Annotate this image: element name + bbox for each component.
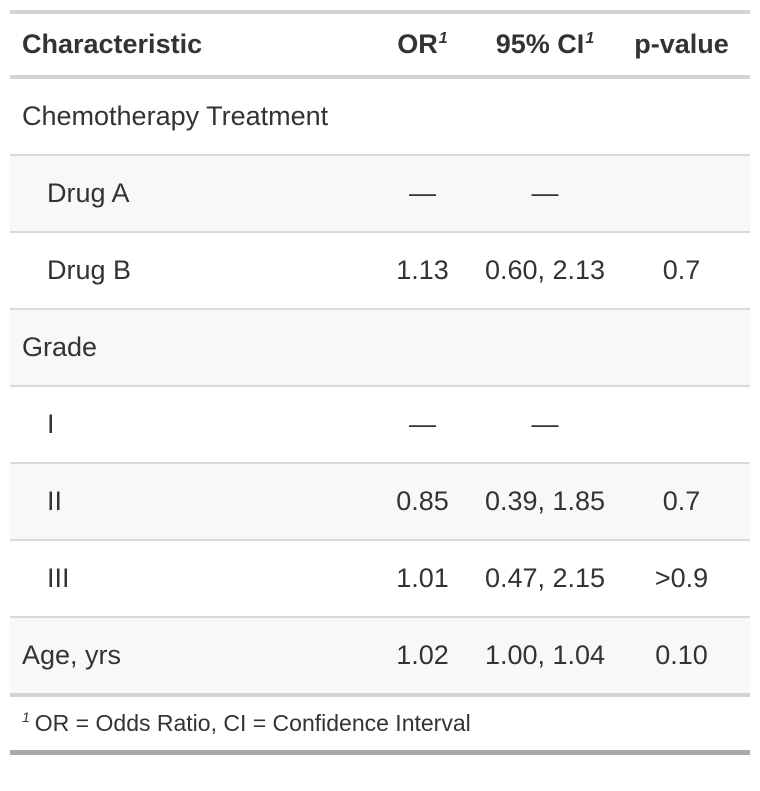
column-header-label: 95% CI	[495, 29, 585, 59]
column-header-label: OR	[397, 29, 438, 59]
or-value: 0.85	[396, 486, 449, 516]
or-value: —	[409, 178, 436, 208]
ci-value: —	[531, 409, 559, 439]
column-header-ci: 95% CI1	[465, 10, 625, 79]
row-label: Drug A	[47, 178, 130, 208]
ci-value	[465, 309, 625, 386]
row-label: Age, yrs	[22, 640, 122, 670]
ci-value: 0.47, 2.15	[484, 563, 606, 593]
ci-value: 0.39, 1.85	[484, 486, 606, 516]
regression-table-container: Characteristic OR1 95% CI1 p-value Chemo…	[10, 10, 750, 755]
table-row-grade-iii: III 1.01 0.47, 2.15 >0.9	[10, 540, 750, 617]
row-label: Drug B	[47, 255, 132, 285]
footnote-marker: 1	[22, 709, 30, 726]
or-value: 1.13	[396, 255, 449, 285]
row-label: I	[47, 409, 55, 439]
footnote-marker: 1	[585, 30, 595, 47]
table-row-grade-i: I — —	[10, 386, 750, 463]
or-value: —	[409, 409, 436, 439]
table-body: Chemotherapy Treatment Drug A — — Drug B…	[10, 77, 750, 695]
or-value: 1.01	[396, 563, 449, 593]
column-header-label: Characteristic	[22, 29, 203, 59]
table-row-drug-b: Drug B 1.13 0.60, 2.13 0.7	[10, 232, 750, 309]
row-label: III	[47, 563, 70, 593]
table-row-grade-ii: II 0.85 0.39, 1.85 0.7	[10, 463, 750, 540]
column-header-pvalue: p-value	[625, 10, 750, 79]
or-value: 1.02	[396, 640, 449, 670]
table-header: Characteristic OR1 95% CI1 p-value	[10, 10, 750, 79]
row-label: Chemotherapy Treatment	[22, 101, 329, 131]
column-header-characteristic: Characteristic	[10, 10, 380, 79]
row-label: II	[47, 486, 63, 516]
or-value	[380, 309, 465, 386]
regression-results-table: Characteristic OR1 95% CI1 p-value Chemo…	[10, 10, 750, 755]
footnote: 1 OR = Odds Ratio, CI = Confidence Interv…	[10, 693, 750, 755]
row-label: Grade	[22, 332, 98, 362]
table-row-age: Age, yrs 1.02 1.00, 1.04 0.10	[10, 617, 750, 695]
table-row-group-grade: Grade	[10, 309, 750, 386]
pvalue	[625, 386, 750, 463]
or-value	[380, 77, 465, 155]
pvalue: 0.7	[662, 255, 701, 285]
ci-value: —	[531, 178, 559, 208]
footnote-marker: 1	[438, 30, 448, 47]
pvalue	[625, 309, 750, 386]
column-header-or: OR1	[380, 10, 465, 79]
ci-value: 1.00, 1.04	[484, 640, 606, 670]
pvalue	[625, 77, 750, 155]
pvalue: 0.10	[655, 640, 708, 670]
table-row-drug-a: Drug A — —	[10, 155, 750, 232]
table-footer: 1 OR = Odds Ratio, CI = Confidence Interv…	[10, 693, 750, 755]
footnote-text: OR = Odds Ratio, CI = Confidence Interva…	[34, 710, 471, 736]
pvalue	[625, 155, 750, 232]
ci-value	[465, 77, 625, 155]
table-row-group-chemotherapy: Chemotherapy Treatment	[10, 77, 750, 155]
ci-value: 0.60, 2.13	[484, 255, 606, 285]
header-row: Characteristic OR1 95% CI1 p-value	[10, 10, 750, 79]
pvalue: 0.7	[662, 486, 701, 516]
footnote-row: 1 OR = Odds Ratio, CI = Confidence Interv…	[10, 693, 750, 755]
column-header-label: p-value	[634, 29, 729, 59]
pvalue: >0.9	[654, 563, 709, 593]
